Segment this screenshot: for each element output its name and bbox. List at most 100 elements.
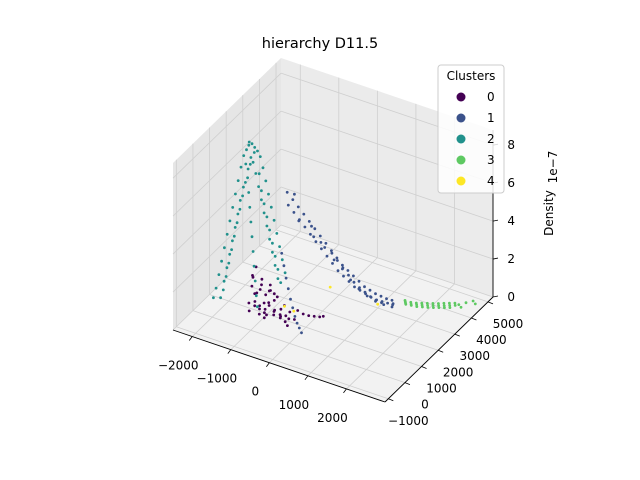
scatter-point-cluster-3 <box>437 306 441 309</box>
scatter-point-cluster-3 <box>403 299 407 302</box>
scatter-point-cluster-2 <box>249 220 253 224</box>
y-tick-mark <box>388 398 394 402</box>
side-pane <box>173 58 281 330</box>
data-points <box>212 140 477 335</box>
z-tick-mark <box>492 219 499 222</box>
scatter-point-cluster-0 <box>258 307 261 311</box>
scatter-point-cluster-1 <box>390 298 394 302</box>
y-gridline-floor <box>259 245 472 319</box>
scatter-point-cluster-1 <box>285 190 289 194</box>
x-axis-line <box>172 329 386 403</box>
scatter-point-cluster-0 <box>263 311 266 315</box>
scatter-point-cluster-1 <box>374 292 377 296</box>
scatter-point-cluster-1 <box>296 205 300 209</box>
scatter-point-cluster-2 <box>254 172 258 175</box>
scatter-point-cluster-1 <box>310 224 313 228</box>
scatter-point-cluster-2 <box>221 288 225 292</box>
scatter-point-cluster-2 <box>225 266 229 270</box>
scatter-point-cluster-2 <box>260 189 263 193</box>
scatter-point-cluster-2 <box>272 218 276 222</box>
scatter-point-cluster-1 <box>346 269 350 272</box>
scatter-point-cluster-2 <box>279 281 283 284</box>
scatter-point-cluster-3 <box>453 304 457 307</box>
z-offset-label: 1e−7 <box>546 151 560 184</box>
scatter-point-cluster-2 <box>233 226 237 229</box>
scatter-point-cluster-1 <box>293 192 296 196</box>
scatter-point-cluster-3 <box>459 305 463 309</box>
z-gridline-back <box>280 224 494 298</box>
scatter-point-cluster-0 <box>286 324 289 327</box>
scatter-point-cluster-2 <box>247 143 251 147</box>
scatter-point-cluster-1 <box>357 287 361 291</box>
scatter-point-cluster-2 <box>264 179 268 183</box>
scatter-point-cluster-2 <box>275 232 279 235</box>
scatter-point-cluster-0 <box>260 277 264 281</box>
z-tick-mark <box>492 295 499 298</box>
y-tick-mark <box>404 382 411 385</box>
scatter-point-cluster-1 <box>291 198 295 202</box>
scatter-point-cluster-0 <box>307 314 311 317</box>
scatter-point-cluster-0 <box>247 301 251 305</box>
x-tick-label: 1000 <box>279 398 310 412</box>
scatter-point-cluster-1 <box>386 301 389 305</box>
scatter-point-cluster-3 <box>431 302 435 305</box>
scatter-point-cluster-2 <box>260 198 263 202</box>
scatter-point-cluster-3 <box>426 304 429 307</box>
scatter-point-cluster-2 <box>231 239 234 243</box>
scatter-point-cluster-2 <box>276 277 280 280</box>
z-tick-label: 2 <box>507 252 515 266</box>
scatter-point-cluster-0 <box>251 275 255 279</box>
scatter-point-cluster-3 <box>471 299 475 303</box>
scatter-point-cluster-0 <box>288 310 292 314</box>
y-gridline-floor <box>226 277 439 351</box>
scatter-point-cluster-0 <box>253 300 257 303</box>
z-tick-label: 8 <box>507 138 515 152</box>
scatter-point-cluster-1 <box>293 315 297 318</box>
scatter-point-cluster-1 <box>336 269 340 273</box>
scatter-point-cluster-1 <box>331 262 334 265</box>
scatter-point-cluster-1 <box>330 249 333 253</box>
scatter-point-cluster-0 <box>272 313 276 317</box>
scatter-point-cluster-1 <box>319 241 323 244</box>
y-tick-label: 0 <box>421 398 429 412</box>
y-tick-mark <box>487 301 494 305</box>
floor-pane <box>173 225 493 402</box>
scatter-point-cluster-3 <box>473 302 477 306</box>
scatter-point-cluster-1 <box>363 290 367 294</box>
scatter-point-cluster-2 <box>283 271 287 275</box>
scatter-point-cluster-0 <box>262 316 266 320</box>
scatter-point-cluster-4 <box>292 309 296 313</box>
scatter-point-cluster-1 <box>318 234 322 238</box>
scatter-point-cluster-1 <box>369 295 372 298</box>
scatter-point-cluster-0 <box>283 320 287 324</box>
scatter-point-cluster-2 <box>228 219 232 223</box>
scatter-point-cluster-2 <box>246 167 250 171</box>
scatter-point-cluster-0 <box>301 312 305 316</box>
scatter-point-cluster-2 <box>214 286 218 290</box>
y-tick-label: 1000 <box>426 381 457 395</box>
scatter-point-cluster-0 <box>258 288 262 291</box>
scatter-point-cluster-2 <box>222 279 226 283</box>
x-tick-label: −1000 <box>197 372 238 386</box>
scatter-point-cluster-3 <box>443 306 446 310</box>
scatter-point-cluster-1 <box>332 258 336 262</box>
scatter-point-cluster-2 <box>267 192 270 196</box>
scatter-point-cluster-2 <box>251 160 255 164</box>
scatter-point-cluster-1 <box>357 279 361 283</box>
scatter-point-cluster-0 <box>258 304 261 308</box>
scatter-point-cluster-2 <box>245 148 248 152</box>
scatter-point-cluster-2 <box>248 162 252 166</box>
scatter-point-cluster-1 <box>379 294 383 298</box>
scatter-point-cluster-2 <box>238 199 242 202</box>
scatter-point-cluster-2 <box>236 179 240 183</box>
scatter-point-cluster-2 <box>228 252 232 256</box>
scatter-point-cluster-2 <box>253 146 257 149</box>
scatter-point-cluster-2 <box>265 224 269 228</box>
z-tick-label: 4 <box>507 214 515 228</box>
legend: Clusters 0 1 2 3 4 <box>437 64 505 194</box>
scatter-point-cluster-1 <box>349 278 352 282</box>
scatter-point-cluster-0 <box>255 291 259 295</box>
scatter-point-cluster-3 <box>415 305 419 308</box>
scatter-point-cluster-2 <box>273 254 277 258</box>
